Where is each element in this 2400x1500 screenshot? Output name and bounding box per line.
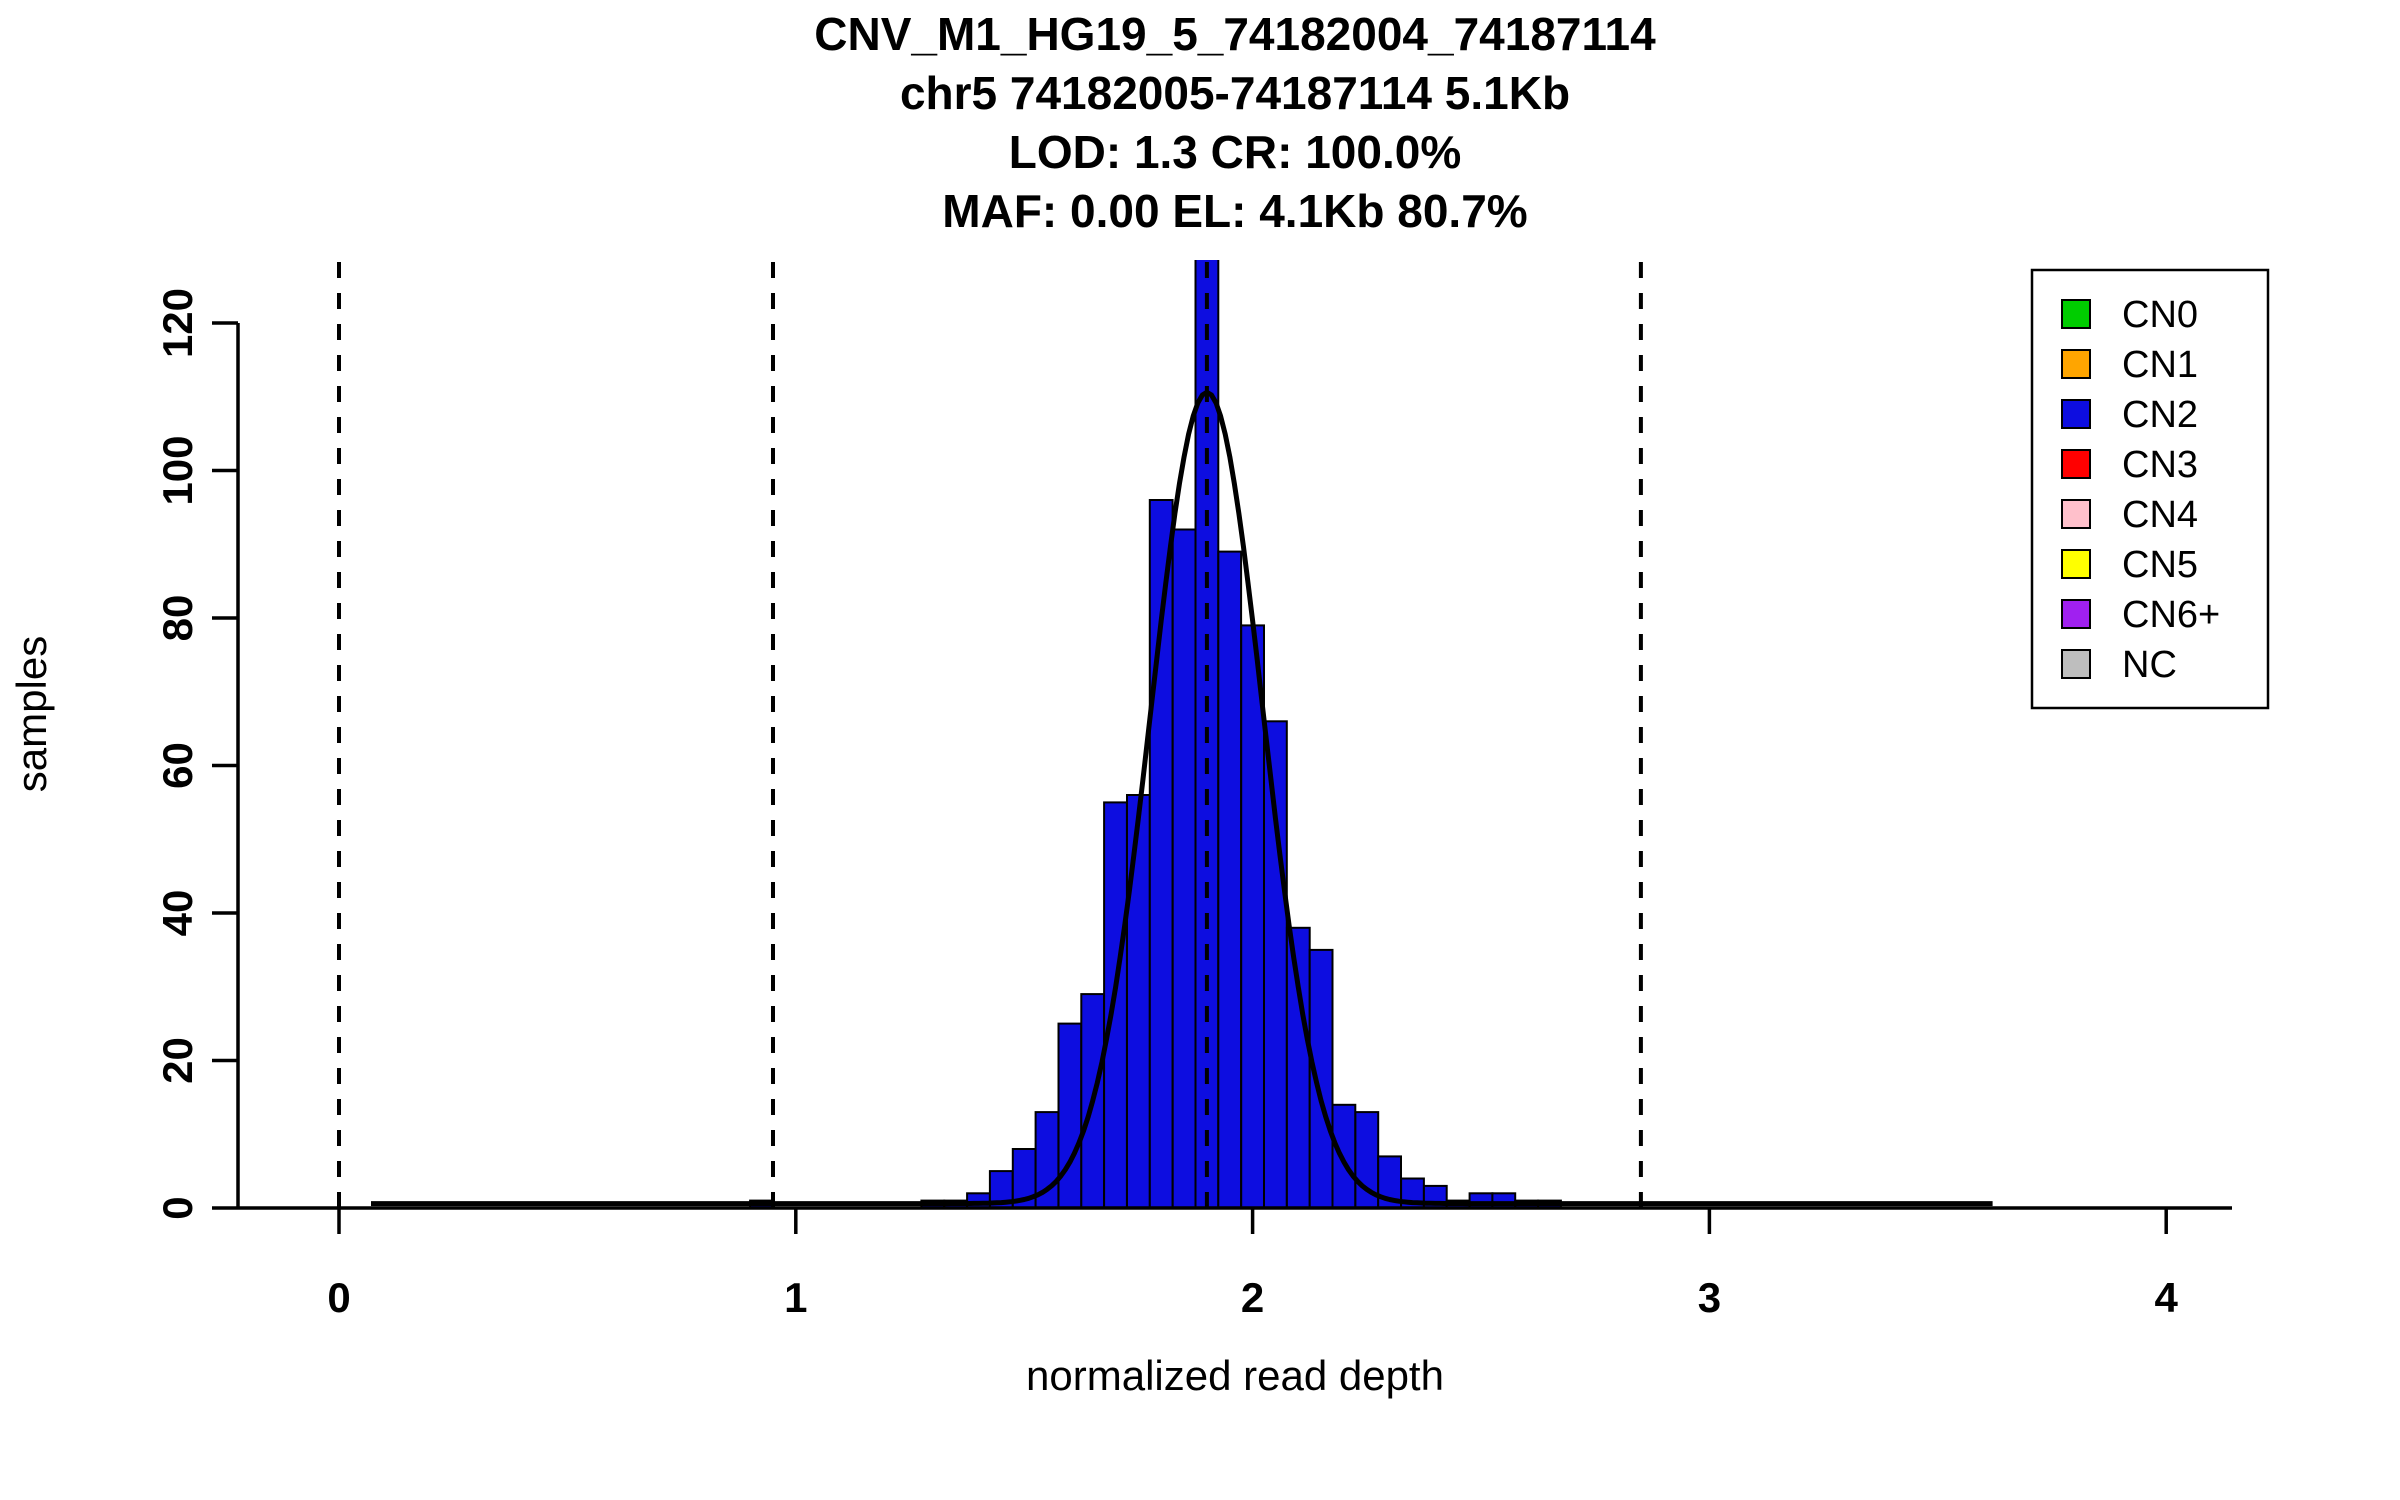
x-tick-label: 4 xyxy=(2155,1274,2179,1321)
legend-label: CN2 xyxy=(2122,394,2198,436)
x-tick-label: 3 xyxy=(1698,1274,1721,1321)
legend-swatch-icon xyxy=(2061,349,2091,379)
y-tick-label: 100 xyxy=(154,435,201,505)
density-curve xyxy=(371,389,1993,1207)
y-tick-label: 40 xyxy=(154,890,201,937)
chart-title-line-3: LOD: 1.3 CR: 100.0% xyxy=(1009,126,1461,178)
legend: CN0 CN1 CN2 CN3 CN4 CN5 CN6+ NC xyxy=(2030,268,2270,710)
histogram-bar xyxy=(1057,1022,1083,1209)
y-tick-label: 80 xyxy=(154,595,201,642)
y-tick-label: 20 xyxy=(154,1037,201,1084)
legend-label: NC xyxy=(2122,644,2177,686)
histogram-bar xyxy=(1263,720,1288,1210)
y-tick-label: 60 xyxy=(154,742,201,789)
legend-item-cn3: CN3 xyxy=(2061,444,2198,486)
x-tick-label: 0 xyxy=(327,1274,350,1321)
y-axis-title: samples xyxy=(8,636,55,792)
legend-item-cn1: CN1 xyxy=(2061,344,2198,386)
legend-swatch-icon xyxy=(2061,549,2091,579)
x-tick-label: 1 xyxy=(784,1274,807,1321)
legend-swatch-icon xyxy=(2061,499,2091,529)
legend-swatch-icon xyxy=(2061,299,2091,329)
histogram-bar xyxy=(1285,926,1311,1210)
chart-title-line-2: chr5 74182005-74187114 5.1Kb xyxy=(900,67,1570,119)
legend-swatch-icon xyxy=(2061,649,2091,679)
histogram-bar xyxy=(1331,1103,1357,1210)
x-tick-label: 2 xyxy=(1241,1274,1264,1321)
histogram-bar xyxy=(1171,528,1197,1209)
histogram-bar xyxy=(1126,794,1151,1209)
legend-item-cn0: CN0 xyxy=(2061,294,2198,336)
legend-swatch-icon xyxy=(2061,599,2091,629)
legend-box xyxy=(2030,268,2270,710)
legend-item-cn6plus: CN6+ xyxy=(2061,594,2220,636)
histogram-bar xyxy=(1240,624,1265,1209)
chart-title-line-1: CNV_M1_HG19_5_74182004_74187114 xyxy=(814,8,1656,60)
histogram-bar xyxy=(1103,801,1128,1210)
legend-item-cn4: CN4 xyxy=(2061,494,2198,536)
legend-item-cn2: CN2 xyxy=(2061,394,2198,436)
y-tick-label: 0 xyxy=(154,1196,201,1219)
legend-label: CN4 xyxy=(2122,494,2198,536)
legend-item-cn5: CN5 xyxy=(2061,544,2198,586)
legend-label: CN5 xyxy=(2122,544,2198,586)
histogram-bar xyxy=(1217,550,1243,1209)
legend-item-nc: NC xyxy=(2061,644,2177,686)
legend-swatch-icon xyxy=(2061,449,2091,479)
legend-label: CN1 xyxy=(2122,344,2198,386)
legend-label: CN3 xyxy=(2122,444,2198,486)
legend-label: CN0 xyxy=(2122,294,2198,336)
histogram-bar xyxy=(1308,948,1334,1210)
chart-title-line-4: MAF: 0.00 EL: 4.1Kb 80.7% xyxy=(942,185,1527,237)
y-tick-label: 120 xyxy=(154,288,201,358)
legend-swatch-icon xyxy=(2061,399,2091,429)
x-axis-title: normalized read depth xyxy=(1026,1352,1444,1399)
legend-label: CN6+ xyxy=(2122,594,2220,636)
histogram-bars xyxy=(749,260,1562,1210)
